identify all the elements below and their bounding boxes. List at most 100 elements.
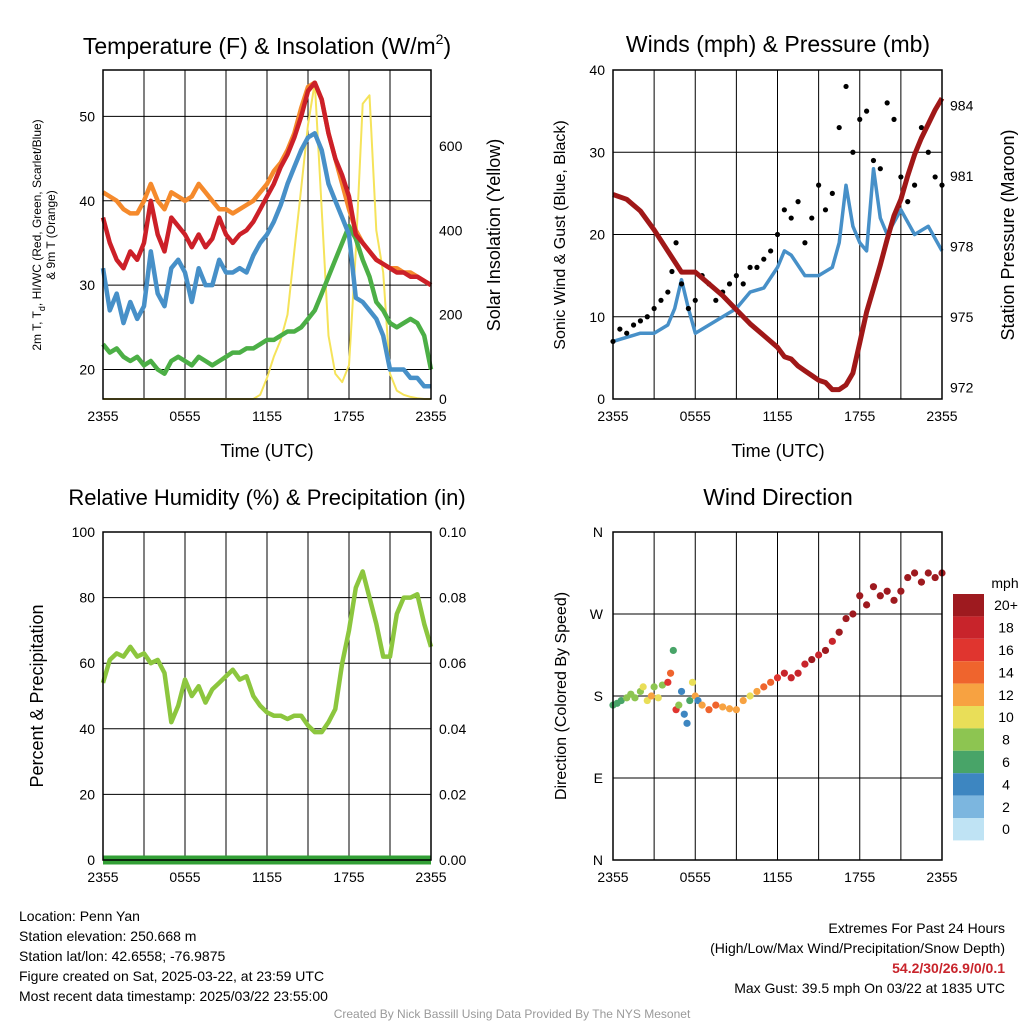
temp-y2tick-label: 400 [439, 222, 463, 238]
wind-direction-point [732, 706, 740, 714]
wind-direction-point [688, 678, 697, 686]
temp-title: Temperature (F) & Insolation (W/m2) [83, 31, 451, 59]
rh-xtick-label: 2355 [415, 869, 446, 885]
wind-direction-point [658, 681, 666, 689]
gust-point [630, 322, 637, 328]
winds-xtick-label: 2355 [926, 408, 957, 424]
colorbar-swatch [953, 683, 984, 706]
rh-title: Relative Humidity (%) & Precipitation (i… [68, 485, 465, 510]
rh-xtick-label: 0555 [169, 869, 200, 885]
winds-xtick-label: 1155 [762, 408, 792, 424]
gust-point [713, 297, 719, 303]
gust-point [932, 174, 938, 180]
winds-y2tick-label: 984 [950, 97, 974, 113]
rh-series-line [100, 569, 434, 735]
colorbar-tick-label: 6 [1002, 754, 1010, 770]
temp-ytick-label: 30 [79, 277, 95, 293]
gust-point [733, 273, 739, 279]
rh-y2tick-label: 0.10 [439, 524, 466, 540]
gust-point [637, 318, 644, 324]
rh-ytick-label: 40 [79, 721, 95, 737]
wind-direction-point [787, 674, 795, 682]
wind-direction-point [767, 678, 775, 686]
temp-xtick-label: 0555 [169, 408, 200, 424]
wind-direction-point [835, 628, 843, 636]
rh-xtick-label: 1155 [252, 869, 282, 885]
gust-point [884, 100, 890, 106]
wind-direction-point [917, 578, 926, 586]
wind-direction-point [739, 696, 747, 705]
gust-point [665, 289, 671, 295]
wind-direction-point [686, 696, 694, 705]
temp-title-main: Temperature (F) & Insolation (W/m [83, 33, 436, 59]
wdir-ytick-label: E [594, 770, 603, 786]
gust-point [761, 256, 767, 262]
wind-direction-point [924, 569, 932, 577]
wind-direction-point [650, 683, 658, 691]
wdir-ylabel: Direction (Colored By Speed) [553, 592, 570, 800]
humidity-chart: 0 20 40 60 80 100 0.00 0.02 0.04 0.06 0.08 0.10 2355… [27, 485, 466, 885]
max-gust: Max Gust: 39.5 mph On 03/22 at 1835 UTC [734, 980, 1005, 996]
winds-ytick-label: 30 [589, 144, 605, 160]
gust-point [829, 190, 835, 196]
temp-xtick-label: 2355 [87, 408, 118, 424]
wind-direction-point [746, 692, 754, 700]
temp-title-sup: 2 [436, 31, 444, 47]
wdir-xtick-label: 2355 [926, 869, 957, 885]
colorbar-swatch [953, 728, 984, 751]
wind-direction-point [664, 678, 672, 686]
rh-ylabel: Percent & Precipitation [27, 604, 47, 787]
colorbar-tick-label: 18 [998, 620, 1014, 636]
wind-direction-point [719, 703, 727, 711]
colorbar-tick-label: 0 [1002, 821, 1010, 837]
winds-xtick-label: 0555 [680, 408, 711, 424]
extremes-title: Extremes For Past 24 Hours [828, 920, 1005, 936]
gust-point [918, 124, 925, 131]
wind-direction-point [931, 573, 939, 582]
colorbar-swatch [953, 638, 984, 662]
gust-point [816, 182, 822, 188]
rh-xtick-label: 2355 [87, 869, 118, 885]
temp-ytick-label: 40 [79, 193, 95, 209]
temp-y2tick-label: 200 [439, 307, 463, 323]
gust-point [850, 149, 856, 155]
wind-direction-point [849, 610, 857, 618]
colorbar-tick-label: 4 [1002, 776, 1010, 792]
wdir-ytick-label: N [593, 524, 603, 540]
temp-xtick-label: 2355 [415, 408, 446, 424]
rh-y2tick-label: 0.00 [439, 852, 466, 868]
rh-y2tick-label: 0.08 [439, 590, 466, 606]
winds-title: Winds (mph) & Pressure (mb) [626, 31, 930, 57]
temp-ylabel-part1: 2m T, T [30, 310, 44, 350]
winds-xlabel: Time (UTC) [731, 441, 824, 461]
colorbar-swatch [953, 795, 984, 818]
gust-point [617, 326, 623, 332]
extremes-subtitle: (High/Low/Max Wind/Precipitation/Snow De… [710, 940, 1005, 956]
extremes-values: 54.2/30/26.9/0/0.1 [892, 960, 1005, 976]
winds-xtick-label: 1755 [844, 408, 875, 424]
wind-direction-point [647, 692, 655, 700]
wind-direction-point [856, 592, 864, 600]
wind-direction-point [705, 706, 713, 714]
temp-ytick-label: 50 [79, 108, 95, 124]
wind-direction-point [680, 710, 688, 718]
wdir-xtick-label: 2355 [597, 869, 628, 885]
wind-direction-point [842, 614, 850, 623]
wind-direction-point [675, 701, 683, 709]
winds-series-sonic-wind [612, 166, 944, 344]
gust-point [678, 281, 685, 287]
gust-point [685, 305, 691, 312]
colorbar-swatch [953, 594, 984, 617]
wdir-xtick-label: 1155 [762, 869, 792, 885]
colorbar-tick-label: 20+ [994, 597, 1018, 613]
gust-point [788, 215, 794, 221]
figure-created: Figure created on Sat, 2025-03-22, at 23… [19, 968, 325, 984]
gust-point [877, 166, 883, 172]
winds-y2tick-label: 972 [950, 379, 974, 395]
wdir-ytick-label: W [590, 606, 604, 622]
temp-ylabel-part2: , HI/WC (Red, Green, Scarlet/Blue) [30, 119, 44, 306]
gust-point [740, 281, 746, 287]
temp-ylabel-sub: d [37, 306, 47, 311]
winds-ytick-label: 0 [597, 391, 605, 407]
